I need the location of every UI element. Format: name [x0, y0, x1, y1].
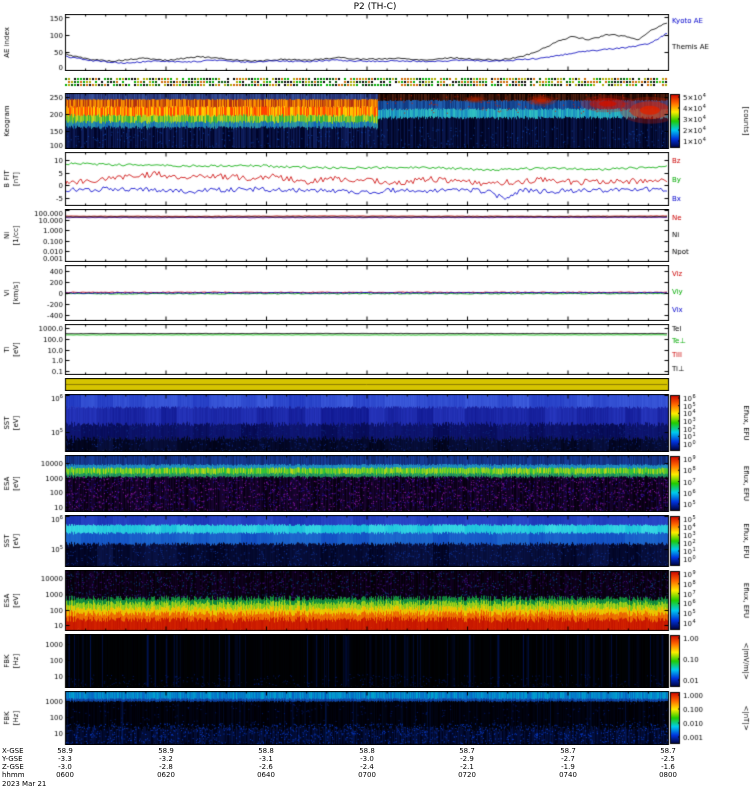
- xgse-value: 58.8: [359, 747, 375, 755]
- ygse-value: -2.7: [561, 755, 575, 763]
- row-label-ygse: Y-GSE: [2, 755, 23, 763]
- row-label-zgse: Z-GSE: [2, 763, 24, 771]
- row-label-hhmm: hhmm: [2, 771, 25, 779]
- zgse-value: -3.0: [58, 763, 72, 771]
- hhmm-value: 0800: [659, 771, 677, 779]
- xgse-value: 58.9: [158, 747, 174, 755]
- xgse-value: 58.7: [560, 747, 576, 755]
- panel-sst-ion: [0, 515, 750, 567]
- row-label-xgse: X-GSE: [2, 747, 24, 755]
- zgse-value: -1.9: [561, 763, 575, 771]
- xgse-value: 58.9: [57, 747, 73, 755]
- panel-esa-electron: [0, 455, 750, 512]
- panel-b-field: [0, 152, 750, 206]
- panel-temperature: [0, 324, 750, 375]
- ygse-value: -3.3: [58, 755, 72, 763]
- hhmm-value: 0700: [358, 771, 376, 779]
- hhmm-value: 0600: [56, 771, 74, 779]
- xgse-value: 58.7: [660, 747, 676, 755]
- panel-fbk-electric: [0, 634, 750, 688]
- hhmm-value: 0740: [559, 771, 577, 779]
- ygse-value: -2.5: [661, 755, 675, 763]
- panel-ion-velocity: [0, 265, 750, 321]
- panel-esa-ion: [0, 570, 750, 631]
- ygse-value: -3.2: [159, 755, 173, 763]
- hhmm-value: 0620: [157, 771, 175, 779]
- xgse-value: 58.7: [459, 747, 475, 755]
- ygse-value: -3.0: [360, 755, 374, 763]
- panel-status-dots: [0, 76, 750, 88]
- hhmm-value: 0720: [458, 771, 476, 779]
- zgse-value: -2.6: [259, 763, 273, 771]
- date-label: 2023 Mar 21: [2, 780, 47, 788]
- panel-flag-strip: [0, 378, 750, 391]
- zgse-value: -2.1: [460, 763, 474, 771]
- zgse-value: -1.6: [661, 763, 675, 771]
- panel-ion-density: [0, 209, 750, 262]
- zgse-value: -2.8: [159, 763, 173, 771]
- time-axis: X-GSE Y-GSE Z-GSE hhmm 2023 Mar 21 58.9 …: [0, 747, 750, 800]
- zgse-value: -2.4: [360, 763, 374, 771]
- xgse-value: 58.8: [258, 747, 274, 755]
- panel-sst-electron: [0, 394, 750, 452]
- plot-title: P2 (TH-C): [353, 2, 397, 12]
- hhmm-value: 0640: [257, 771, 275, 779]
- panel-ae-index: [0, 14, 750, 71]
- panel-keogram: [0, 93, 750, 149]
- ygse-value: -2.9: [460, 755, 474, 763]
- ygse-value: -3.1: [259, 755, 273, 763]
- panel-fbk-magnetic: [0, 691, 750, 745]
